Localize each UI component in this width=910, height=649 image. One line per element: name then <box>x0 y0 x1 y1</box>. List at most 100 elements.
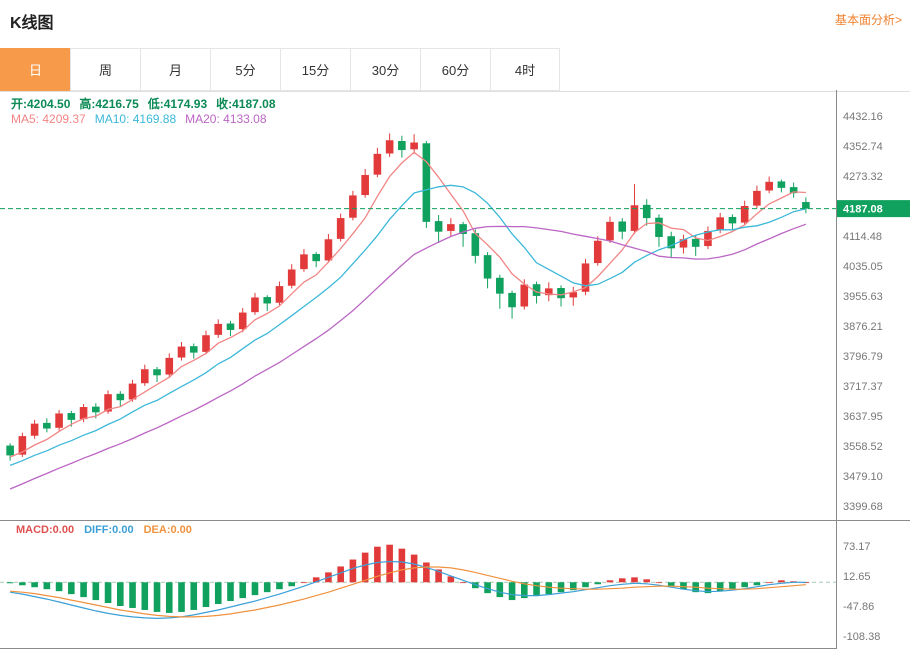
y-axis-label: 3955.63 <box>843 291 883 303</box>
macd-hist-bar <box>778 580 785 583</box>
candle-body <box>361 175 369 196</box>
candle-body <box>275 286 284 303</box>
candle-body <box>483 255 492 279</box>
macd-hist-bar <box>202 582 210 607</box>
candle-body <box>214 323 223 335</box>
candle-body <box>630 205 639 231</box>
candle-body <box>789 187 798 194</box>
candle-body <box>116 393 125 401</box>
candle-body <box>691 238 700 247</box>
candle-body <box>251 297 259 313</box>
candle-body <box>544 288 553 296</box>
candle-body <box>128 383 137 400</box>
y-axis-label: 4432.16 <box>843 111 883 123</box>
candle-body <box>92 406 100 413</box>
tab-60min[interactable]: 60分 <box>420 48 490 91</box>
fundamental-analysis-link[interactable]: 基本面分析> <box>834 13 902 27</box>
y-axis-label: 4035.05 <box>843 261 883 273</box>
macd-chart-canvas[interactable]: 73.17 12.65 -47.86 -108.38 <box>0 520 910 649</box>
candle-body <box>140 369 149 384</box>
dea-line <box>10 566 806 618</box>
macd-hist-bar <box>753 582 761 586</box>
candle-body <box>6 445 14 456</box>
current-price-badge-label: 4187.08 <box>843 204 883 216</box>
macd-hist-bar <box>557 582 565 593</box>
macd-hist-bar <box>741 582 748 588</box>
candle-body <box>104 394 112 412</box>
macd-hist-bar <box>349 559 357 583</box>
candle-body <box>765 181 773 191</box>
macd-hist-bar <box>117 582 124 606</box>
candle-body <box>67 413 76 420</box>
macd-hist-bar <box>300 582 308 584</box>
candle-body <box>189 346 198 353</box>
macd-hist-bar <box>680 582 687 590</box>
candlestick-chart-canvas[interactable]: 4432.16 4352.74 4273.32 4114.48 4035.05 3955.… <box>0 90 910 520</box>
page-title: K线图 <box>10 15 54 32</box>
page-header: K线图 基本面分析> <box>0 0 910 42</box>
macd-hist-bar <box>631 577 638 583</box>
macd-hist-bar <box>594 582 602 585</box>
y-axis-label: 3399.68 <box>843 501 883 513</box>
macd-hist-bar <box>6 582 14 584</box>
macd-hist-bar <box>569 582 577 591</box>
candle-body <box>508 292 516 308</box>
candle-body <box>581 263 590 292</box>
tab-daily[interactable]: 日 <box>0 48 70 91</box>
candle-body <box>777 181 786 188</box>
macd-hist-bar <box>496 582 504 598</box>
candle-body <box>300 254 308 270</box>
candle-body <box>459 224 467 234</box>
tab-30min[interactable]: 30分 <box>350 48 420 91</box>
tab-monthly[interactable]: 月 <box>140 48 210 91</box>
macd-hist-bar <box>643 579 651 583</box>
macd-hist-bar <box>227 582 234 602</box>
y-axis-label: 3876.21 <box>843 321 883 333</box>
candle-body <box>373 153 382 175</box>
macd-hist-bar <box>508 582 516 601</box>
y-axis-label: 4273.32 <box>843 171 883 183</box>
candle-body <box>593 240 602 264</box>
y-axis-label: 3796.79 <box>843 351 883 363</box>
macd-hist-bar <box>214 582 222 605</box>
macd-hist-bar <box>55 582 63 592</box>
candle-body <box>263 297 272 304</box>
tab-5min[interactable]: 5分 <box>210 48 280 91</box>
timeframe-tabs: 日 周 月 5分 15分 30分 60分 4时 <box>0 48 910 92</box>
candle-body <box>520 284 529 307</box>
candle-body <box>667 236 676 249</box>
candle-body <box>422 143 431 222</box>
tab-4hour[interactable]: 4时 <box>490 48 560 91</box>
macd-hist-bar <box>374 546 381 583</box>
macd-hist-bar <box>545 582 553 595</box>
candle-body <box>753 190 761 206</box>
macd-hist-bar <box>337 566 344 583</box>
candle-body <box>716 217 724 231</box>
candle-body <box>802 202 810 209</box>
macd-hist-bar <box>765 582 773 584</box>
candle-body <box>177 346 186 358</box>
y-axis-label: 3717.37 <box>843 381 883 393</box>
macd-hist-bar <box>239 582 247 599</box>
tab-15min[interactable]: 15分 <box>280 48 350 91</box>
tab-weekly[interactable]: 周 <box>70 48 140 91</box>
macd-hist-bar <box>582 582 589 588</box>
candle-body <box>679 239 688 248</box>
candle-body <box>642 204 651 219</box>
candle-body <box>18 436 27 455</box>
candle-body <box>287 269 296 286</box>
ma20-line <box>9 223 807 490</box>
macd-hist-bar <box>104 582 112 604</box>
macd-hist-bar <box>386 544 393 583</box>
candle-body <box>202 335 210 352</box>
macd-hist-bar <box>435 569 442 583</box>
macd-hist-bar <box>361 552 369 583</box>
macd-hist-bar <box>80 582 87 598</box>
candle-body <box>238 312 247 330</box>
macd-hist-bar <box>459 582 467 584</box>
candle-body <box>349 195 357 218</box>
macd-hist-bar <box>533 582 540 597</box>
candle-body <box>569 292 578 298</box>
macd-hist-bar <box>19 582 26 586</box>
macd-hist-bar <box>263 582 271 593</box>
